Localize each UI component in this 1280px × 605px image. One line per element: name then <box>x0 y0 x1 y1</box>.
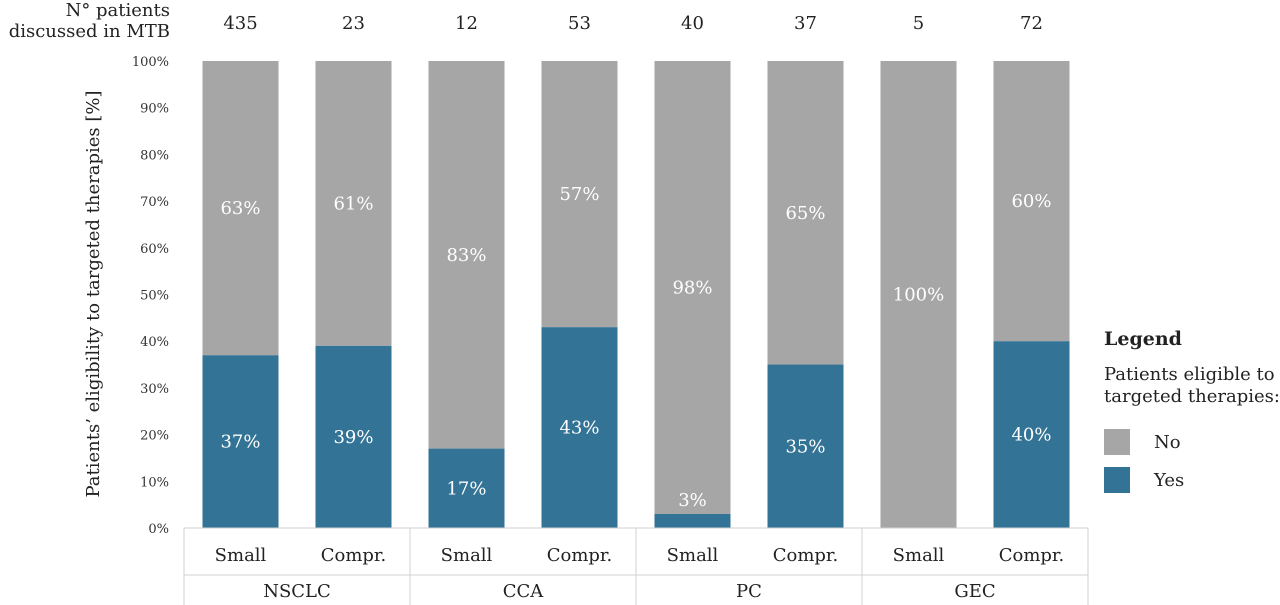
x-tick-label: Small <box>441 545 493 566</box>
data-label-no: 100% <box>893 285 944 306</box>
legend-title: Legend <box>1104 328 1182 350</box>
data-label-no: 65% <box>785 203 825 224</box>
header-line-2: discussed in MTB <box>8 21 170 42</box>
group-label: PC <box>736 581 762 602</box>
y-tick-label: 70% <box>140 195 169 210</box>
y-tick-label: 90% <box>140 102 169 117</box>
patient-count: 37 <box>794 13 817 34</box>
bar-no <box>993 61 1070 342</box>
y-tick-label: 10% <box>140 475 169 490</box>
data-label-yes: 3% <box>678 490 707 511</box>
patient-count: 72 <box>1020 13 1043 34</box>
legend: Legend Patients eligible to targeted the… <box>1104 328 1280 504</box>
bar-yes <box>315 345 392 528</box>
data-label-yes: 43% <box>559 418 599 439</box>
y-tick-label: 50% <box>140 289 169 304</box>
legend-subtitle: Patients eligible to targeted therapies: <box>1104 364 1280 408</box>
patient-count: 5 <box>913 13 924 34</box>
legend-label-no: No <box>1154 431 1181 453</box>
x-tick-label: Compr. <box>773 545 839 566</box>
x-tick-label: Small <box>667 545 719 566</box>
data-label-no: 61% <box>333 193 373 214</box>
patient-count: 40 <box>681 13 704 34</box>
legend-item-no: No <box>1104 428 1280 456</box>
legend-item-yes: Yes <box>1104 466 1280 494</box>
data-label-no: 57% <box>559 184 599 205</box>
bar-yes <box>541 327 618 528</box>
y-tick-label: 20% <box>140 429 169 444</box>
legend-subtitle-line-2: targeted therapies: <box>1104 386 1280 407</box>
patients-count-header: N° patients discussed in MTB <box>0 0 170 42</box>
bar-no <box>202 61 279 356</box>
bar-yes <box>993 341 1070 528</box>
bar-no <box>880 61 957 528</box>
data-label-no: 63% <box>220 198 260 219</box>
bar-yes <box>654 513 731 528</box>
group-label: CCA <box>503 581 545 602</box>
bar-no <box>428 61 505 449</box>
bar-yes <box>428 448 505 528</box>
data-label-no: 83% <box>446 245 486 266</box>
patient-count: 435 <box>223 13 257 34</box>
y-axis-label: Patients’ eligibility to targeted therap… <box>83 90 104 497</box>
x-tick-label: Small <box>893 545 945 566</box>
data-label-yes: 39% <box>333 427 373 448</box>
header-line-1: N° patients <box>65 0 170 21</box>
y-tick-label: 30% <box>140 382 169 397</box>
y-tick-label: 100% <box>132 55 169 70</box>
data-label-no: 60% <box>1011 191 1051 212</box>
x-tick-label: Compr. <box>547 545 613 566</box>
bar-no <box>315 61 392 346</box>
legend-label-yes: Yes <box>1154 469 1185 491</box>
data-label-yes: 35% <box>785 436 825 457</box>
group-label: NSCLC <box>263 581 331 602</box>
x-tick-label: Compr. <box>999 545 1065 566</box>
bar-no <box>654 61 731 514</box>
data-label-yes: 37% <box>220 432 260 453</box>
y-tick-label: 0% <box>148 522 169 537</box>
y-tick-label: 40% <box>140 335 169 350</box>
y-tick-label: 80% <box>140 148 169 163</box>
legend-swatch-yes <box>1104 467 1130 493</box>
x-tick-label: Small <box>215 545 267 566</box>
x-tick-label: Compr. <box>321 545 387 566</box>
patient-count: 12 <box>455 13 478 34</box>
patient-count: 53 <box>568 13 591 34</box>
data-label-yes: 17% <box>446 478 486 499</box>
data-label-no: 98% <box>672 277 712 298</box>
y-tick-label: 60% <box>140 242 169 257</box>
group-label: GEC <box>954 581 995 602</box>
data-label-yes: 40% <box>1011 425 1051 446</box>
legend-swatch-no <box>1104 429 1130 455</box>
bar-no <box>767 61 844 365</box>
bar-yes <box>202 355 279 528</box>
bar-no <box>541 61 618 328</box>
bar-yes <box>767 364 844 528</box>
legend-subtitle-line-1: Patients eligible to <box>1104 364 1275 385</box>
patient-count: 23 <box>342 13 365 34</box>
